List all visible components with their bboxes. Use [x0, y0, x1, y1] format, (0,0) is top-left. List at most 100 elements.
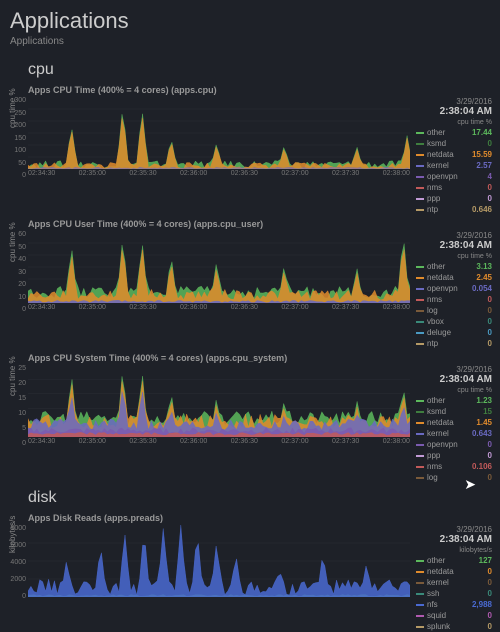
legend-item[interactable]: kernel0.643	[416, 428, 492, 439]
legend-value: 17.44	[466, 127, 492, 138]
color-swatch	[416, 266, 424, 268]
chart-title: Apps CPU System Time (400% = 4 cores) (a…	[28, 351, 492, 365]
color-swatch	[416, 455, 424, 457]
cursor-icon: ➤	[464, 476, 476, 493]
legend-label: log	[427, 305, 463, 316]
legend-label: openvpn	[427, 439, 463, 450]
legend-item[interactable]: other17.44	[416, 127, 492, 138]
legend-value: 15	[466, 406, 492, 417]
legend-value: 0	[466, 577, 492, 588]
legend-value: 0	[466, 450, 492, 461]
legend-label: openvpn	[427, 283, 463, 294]
legend-item[interactable]: deluge0	[416, 327, 492, 338]
legend-label: netdata	[427, 149, 463, 160]
legend-item[interactable]: ksmd0	[416, 138, 492, 149]
legend-item[interactable]: ntp0	[416, 338, 492, 349]
chart-block: Apps Disk Reads (apps.preads)kilobytes/s…	[0, 509, 500, 632]
legend-item[interactable]: other127	[416, 555, 492, 566]
chart-plot[interactable]	[28, 231, 410, 303]
legend-value: 0.054	[466, 283, 492, 294]
legend-item[interactable]: netdata15.59	[416, 149, 492, 160]
chart-plot[interactable]	[28, 365, 410, 437]
color-swatch	[416, 444, 424, 446]
legend-item[interactable]: vbox0	[416, 316, 492, 327]
legend-item[interactable]: ntp0.646	[416, 204, 492, 215]
timestamp-time: 2:38:04 AM	[416, 374, 492, 385]
timestamp-time: 2:38:04 AM	[416, 534, 492, 545]
color-swatch	[416, 433, 424, 435]
legend-item[interactable]: nfs2,988	[416, 599, 492, 610]
legend-item[interactable]: ppp0	[416, 193, 492, 204]
color-swatch	[416, 343, 424, 345]
legend-item[interactable]: ssh0	[416, 588, 492, 599]
legend-item[interactable]: squid0	[416, 610, 492, 621]
legend-title: cpu time %	[416, 387, 492, 394]
legend-label: ppp	[427, 450, 463, 461]
chart-legend: 3/29/20162:38:04 AMkilobytes/sother127ne…	[410, 525, 492, 632]
legend-item[interactable]: openvpn0.054	[416, 283, 492, 294]
legend-value: 15.59	[466, 149, 492, 160]
legend-value: 0	[466, 305, 492, 316]
legend-item[interactable]: netdata0	[416, 566, 492, 577]
legend-value: 1.23	[466, 395, 492, 406]
legend-value: 0.106	[466, 461, 492, 472]
legend-value: 0	[466, 566, 492, 577]
legend-label: ksmd	[427, 406, 463, 417]
legend-item[interactable]: other3.13	[416, 261, 492, 272]
legend-item[interactable]: nms0	[416, 294, 492, 305]
timestamp-date: 3/29/2016	[416, 525, 492, 534]
legend-item[interactable]: log0	[416, 305, 492, 316]
legend-item[interactable]: ksmd15	[416, 406, 492, 417]
y-ticks: 6050403020100	[10, 231, 26, 313]
legend-value: 0.646	[466, 204, 492, 215]
chart-legend: 3/29/20162:38:04 AMcpu time %other17.44k…	[410, 97, 492, 215]
color-swatch	[416, 466, 424, 468]
legend-value: 0	[466, 138, 492, 149]
color-swatch	[416, 187, 424, 189]
color-swatch	[416, 604, 424, 606]
legend-label: log	[427, 472, 463, 483]
color-swatch	[416, 277, 424, 279]
legend-item[interactable]: other1.23	[416, 395, 492, 406]
section-title: cpu	[0, 55, 500, 81]
legend-label: nfs	[427, 599, 463, 610]
chart-plot[interactable]	[28, 525, 410, 597]
legend-label: nms	[427, 182, 463, 193]
breadcrumb: Applications	[0, 36, 500, 55]
legend-value: 0	[466, 316, 492, 327]
color-swatch	[416, 288, 424, 290]
legend-item[interactable]: kernel0	[416, 577, 492, 588]
legend-item[interactable]: openvpn4	[416, 171, 492, 182]
page-title: Applications	[0, 0, 500, 36]
legend-item[interactable]: openvpn0	[416, 439, 492, 450]
legend-value: 0	[466, 588, 492, 599]
legend-item[interactable]: netdata2.45	[416, 272, 492, 283]
legend-value: 127	[466, 555, 492, 566]
color-swatch	[416, 571, 424, 573]
chart-title: Apps CPU Time (400% = 4 cores) (apps.cpu…	[28, 83, 492, 97]
legend-item[interactable]: nms0.106	[416, 461, 492, 472]
legend-item[interactable]: nms0	[416, 182, 492, 193]
color-swatch	[416, 411, 424, 413]
chart-plot[interactable]	[28, 97, 410, 169]
legend-item[interactable]: log0	[416, 472, 492, 483]
legend-title: cpu time %	[416, 119, 492, 126]
legend-value: 0.643	[466, 428, 492, 439]
legend-value: 0	[466, 439, 492, 450]
legend-label: other	[427, 261, 463, 272]
legend-label: other	[427, 127, 463, 138]
chart-title: Apps Disk Reads (apps.preads)	[28, 511, 492, 525]
legend-label: openvpn	[427, 171, 463, 182]
legend-item[interactable]: ppp0	[416, 450, 492, 461]
timestamp-time: 2:38:04 AM	[416, 106, 492, 117]
chart-block: Apps CPU User Time (400% = 4 cores) (app…	[0, 215, 500, 349]
legend-label: ppp	[427, 193, 463, 204]
legend-item[interactable]: netdata1.45	[416, 417, 492, 428]
timestamp-date: 3/29/2016	[416, 231, 492, 240]
section-title: disk	[0, 483, 500, 509]
legend-value: 4	[466, 171, 492, 182]
legend-label: netdata	[427, 272, 463, 283]
legend-label: ntp	[427, 204, 463, 215]
legend-item[interactable]: kernel2.57	[416, 160, 492, 171]
x-ticks: 02:34:3002:35:0002:35:3002:36:0002:36:30…	[28, 169, 410, 179]
